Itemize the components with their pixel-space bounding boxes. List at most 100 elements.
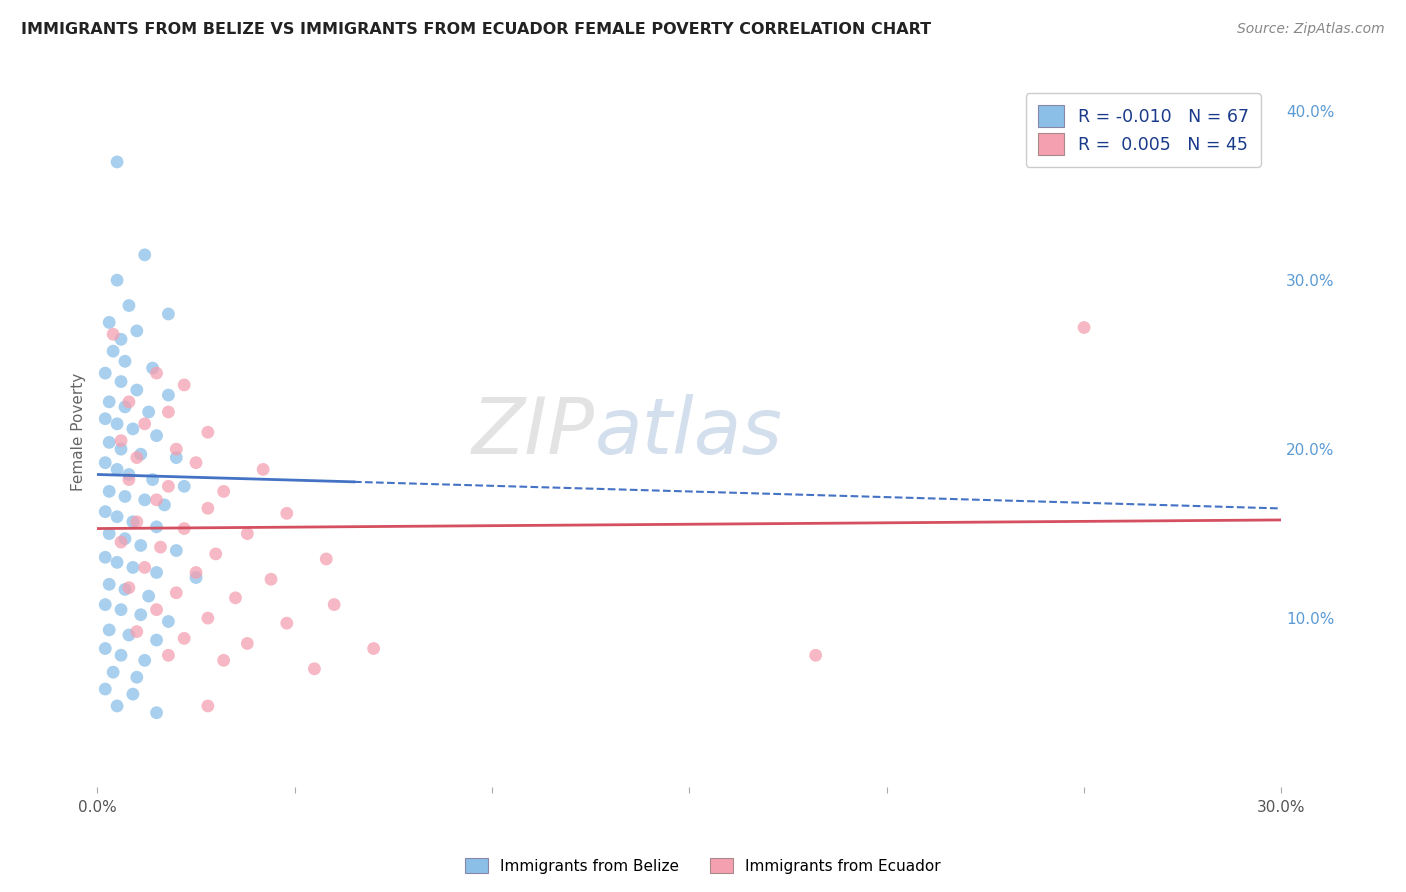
Point bbox=[105, 462, 128, 476]
Point bbox=[173, 522, 195, 536]
Point bbox=[323, 598, 346, 612]
Point bbox=[134, 560, 156, 574]
Point bbox=[153, 498, 176, 512]
Point bbox=[204, 547, 226, 561]
Point bbox=[236, 636, 259, 650]
Point bbox=[114, 532, 136, 546]
Point bbox=[142, 473, 165, 487]
Point bbox=[118, 394, 141, 409]
Point bbox=[94, 366, 117, 380]
Point bbox=[105, 273, 128, 287]
Point bbox=[173, 378, 195, 392]
Point bbox=[145, 492, 167, 507]
Point bbox=[94, 681, 117, 696]
Text: ZIP: ZIP bbox=[471, 394, 595, 470]
Point bbox=[125, 383, 148, 397]
Point bbox=[157, 405, 180, 419]
Point bbox=[134, 417, 156, 431]
Point bbox=[98, 623, 121, 637]
Point bbox=[114, 400, 136, 414]
Point bbox=[145, 428, 167, 442]
Point bbox=[165, 586, 187, 600]
Point bbox=[157, 615, 180, 629]
Text: atlas: atlas bbox=[595, 394, 783, 470]
Text: IMMIGRANTS FROM BELIZE VS IMMIGRANTS FROM ECUADOR FEMALE POVERTY CORRELATION CHA: IMMIGRANTS FROM BELIZE VS IMMIGRANTS FRO… bbox=[21, 22, 931, 37]
Point bbox=[118, 473, 141, 487]
Point bbox=[149, 540, 172, 554]
Point bbox=[98, 315, 121, 329]
Point bbox=[276, 507, 298, 521]
Point bbox=[94, 505, 117, 519]
Point bbox=[212, 653, 235, 667]
Point bbox=[118, 581, 141, 595]
Point bbox=[157, 479, 180, 493]
Point bbox=[184, 570, 207, 584]
Point bbox=[125, 624, 148, 639]
Point bbox=[105, 417, 128, 431]
Point bbox=[118, 299, 141, 313]
Point bbox=[98, 526, 121, 541]
Point bbox=[363, 641, 385, 656]
Point bbox=[165, 450, 187, 465]
Legend: R = -0.010   N = 67, R =  0.005   N = 45: R = -0.010 N = 67, R = 0.005 N = 45 bbox=[1025, 94, 1261, 167]
Point bbox=[118, 467, 141, 482]
Point bbox=[145, 520, 167, 534]
Point bbox=[304, 662, 326, 676]
Point bbox=[94, 550, 117, 565]
Point bbox=[138, 589, 160, 603]
Point bbox=[197, 425, 219, 440]
Point bbox=[94, 598, 117, 612]
Point bbox=[125, 450, 148, 465]
Text: Source: ZipAtlas.com: Source: ZipAtlas.com bbox=[1237, 22, 1385, 37]
Point bbox=[157, 388, 180, 402]
Point bbox=[134, 248, 156, 262]
Y-axis label: Female Poverty: Female Poverty bbox=[72, 373, 86, 491]
Point bbox=[145, 706, 167, 720]
Point bbox=[224, 591, 246, 605]
Point bbox=[165, 543, 187, 558]
Point bbox=[197, 611, 219, 625]
Point bbox=[1073, 320, 1095, 334]
Point bbox=[804, 648, 827, 663]
Point bbox=[197, 501, 219, 516]
Point bbox=[134, 653, 156, 667]
Point bbox=[129, 538, 152, 552]
Point bbox=[114, 490, 136, 504]
Point bbox=[212, 484, 235, 499]
Point bbox=[101, 344, 124, 359]
Point bbox=[110, 602, 132, 616]
Point bbox=[110, 332, 132, 346]
Point bbox=[129, 607, 152, 622]
Point bbox=[101, 327, 124, 342]
Point bbox=[184, 566, 207, 580]
Point bbox=[122, 687, 145, 701]
Point bbox=[114, 354, 136, 368]
Point bbox=[157, 648, 180, 663]
Point bbox=[129, 447, 152, 461]
Point bbox=[165, 442, 187, 457]
Point bbox=[138, 405, 160, 419]
Point bbox=[276, 616, 298, 631]
Point bbox=[157, 307, 180, 321]
Point bbox=[134, 492, 156, 507]
Point bbox=[122, 560, 145, 574]
Point bbox=[125, 324, 148, 338]
Point bbox=[105, 509, 128, 524]
Point bbox=[110, 434, 132, 448]
Point bbox=[101, 665, 124, 680]
Legend: Immigrants from Belize, Immigrants from Ecuador: Immigrants from Belize, Immigrants from … bbox=[460, 852, 946, 880]
Point bbox=[110, 648, 132, 663]
Point bbox=[122, 422, 145, 436]
Point bbox=[110, 375, 132, 389]
Point bbox=[173, 632, 195, 646]
Point bbox=[105, 698, 128, 713]
Point bbox=[98, 394, 121, 409]
Point bbox=[94, 411, 117, 425]
Point bbox=[145, 602, 167, 616]
Point bbox=[197, 698, 219, 713]
Point bbox=[110, 442, 132, 457]
Point bbox=[145, 633, 167, 648]
Point bbox=[184, 456, 207, 470]
Point bbox=[114, 582, 136, 597]
Point bbox=[98, 484, 121, 499]
